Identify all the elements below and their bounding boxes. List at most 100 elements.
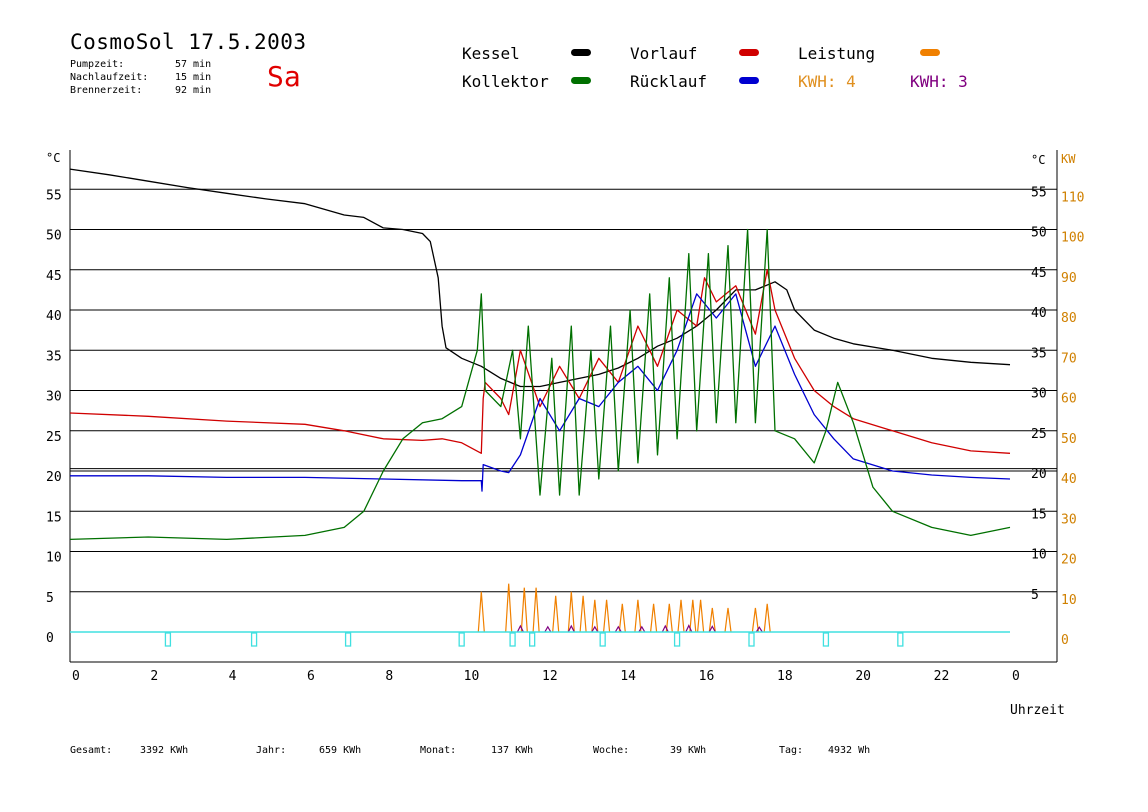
series-peak-kwh-3 [708,625,716,633]
footer-year-value: 659 KWh [319,745,362,756]
y-tick-label-right-temp: 30 [1031,387,1047,402]
y-tick-label-left: 55 [46,188,62,203]
y-tick-label-left: 40 [46,309,62,324]
x-tick-labels: 0 2 4 6 8 10 12 14 16 18 20 22 0 [72,669,1020,684]
footer-total-value: 3392 KWh [140,745,189,756]
y-tick-label-left: 0 [46,631,54,646]
pump-marker [164,632,172,647]
y-tick-label-left: 50 [46,229,62,244]
x-tick-label: 16 [699,669,715,684]
y-tick-label-right-power: 80 [1061,311,1077,326]
y-tick-label-right-temp: 55 [1031,185,1047,200]
y-tick-label-right-temp: 45 [1031,266,1047,281]
x-tick-label: 2 [150,669,158,684]
pump-marker [897,632,904,647]
series-peak-leistung [677,599,685,633]
pump-time-label: Pumpzeit: [70,59,125,70]
series-peak-kwh-3 [516,624,524,633]
y-tick-label-left: 35 [46,349,62,364]
burner-time-label: Brennerzeit: [70,85,143,96]
pump-marker [458,632,465,647]
series-peak-leistung [697,599,705,633]
series-peak-leistung [520,587,528,633]
y-tick-label-right-temp: 50 [1031,226,1047,241]
x-tick-label: 0 [72,669,80,684]
x-tick-label: 0 [1012,669,1020,684]
series-peak-leistung [552,595,560,633]
series-line-kollektor [69,228,1011,541]
y-tick-label-left: 15 [46,510,62,525]
legend-vorlauf: Vorlauf [630,44,698,63]
y-tick-label-left: 20 [46,470,62,485]
y-tick-label-left: 45 [46,269,62,284]
y-tick-label-right-power: 60 [1061,392,1077,407]
grid-lines [69,150,1058,663]
pump-marker [344,632,352,647]
series-line-vorlauf [69,269,1011,454]
weekday-label: Sa [267,60,301,93]
x-tick-label: 8 [385,669,393,684]
footer-week-value: 39 KWh [670,745,707,756]
series-peak-leistung [763,603,771,633]
series-peak-leistung [650,603,658,633]
legend-ruecklauf-swatch [739,77,759,84]
pump-marker [822,632,830,647]
x-tick-label: 14 [620,669,636,684]
y-tick-label-right-power: 90 [1061,271,1077,286]
legend-leistung: Leistung [798,44,876,63]
series-peak-leistung [567,591,575,633]
y-axis-label-left: °C [46,151,60,165]
legend-kwh-a: KWH: 4 [798,72,856,91]
runon-time-value: 15 min [175,72,212,83]
legend-kessel: Kessel [462,44,520,63]
y-tick-label-right-power: 70 [1061,351,1077,366]
legend-ruecklauf: Rücklauf [630,72,708,91]
legend-kollektor: Kollektor [462,72,549,91]
x-tick-label: 6 [307,669,315,684]
y-axis-label-right-temp: °C [1031,153,1045,167]
series-line-r-cklauf [70,293,1011,492]
legend-kwh-b: KWH: 3 [910,72,968,91]
x-tick-label: 20 [855,669,871,684]
footer-total-label: Gesamt: [70,745,113,756]
series-peak-leistung [579,595,587,633]
series-peak-kwh-3 [614,625,622,633]
y-tick-label-right-temp: 5 [1031,588,1039,603]
footer-month-label: Monat: [420,745,457,756]
legend-kessel-swatch [571,49,591,56]
series-peak-leistung [751,607,759,633]
y-tick-label-right-power: 0 [1061,633,1069,648]
y-tick-label-right-temp: 10 [1031,548,1047,563]
pump-time-value: 57 min [175,59,212,70]
y-tick-label-right-power: 20 [1061,553,1077,568]
pump-marker [250,632,258,647]
series-peak-leistung [532,587,540,633]
y-tick-label-right-temp: 15 [1031,507,1047,522]
series-peak-kwh-3 [661,624,669,633]
x-tick-label: 18 [777,669,793,684]
series-peak-leistung [689,599,697,633]
pump-marker [748,632,755,647]
series-peak-leistung [591,599,599,633]
series-line-kessel [69,168,1011,388]
y-tick-label-right-temp: 25 [1031,427,1047,442]
footer-year-label: Jahr: [256,745,287,756]
series-peak-leistung [708,607,716,633]
x-tick-label: 10 [464,669,480,684]
chart-title: CosmoSol 17.5.2003 [70,30,307,54]
x-tick-label: 12 [542,669,558,684]
y-tick-label-right-power: 50 [1061,432,1077,447]
series-peak-leistung [618,603,626,633]
legend-kollektor-swatch [571,77,591,84]
y-axis-label-right-power: KW [1061,152,1076,166]
y-tick-label-right-power: 100 [1061,231,1084,246]
footer-day-label: Tag: [779,745,804,756]
footer-day-value: 4932 Wh [828,745,871,756]
series-peak-leistung [505,583,513,633]
series-peak-kwh-3 [567,624,575,633]
y-tick-label-right-power: 30 [1061,512,1077,527]
y-tick-label-right-temp: 40 [1031,306,1047,321]
series-peak-kwh-3 [544,625,552,633]
series-peak-leistung [724,607,732,633]
